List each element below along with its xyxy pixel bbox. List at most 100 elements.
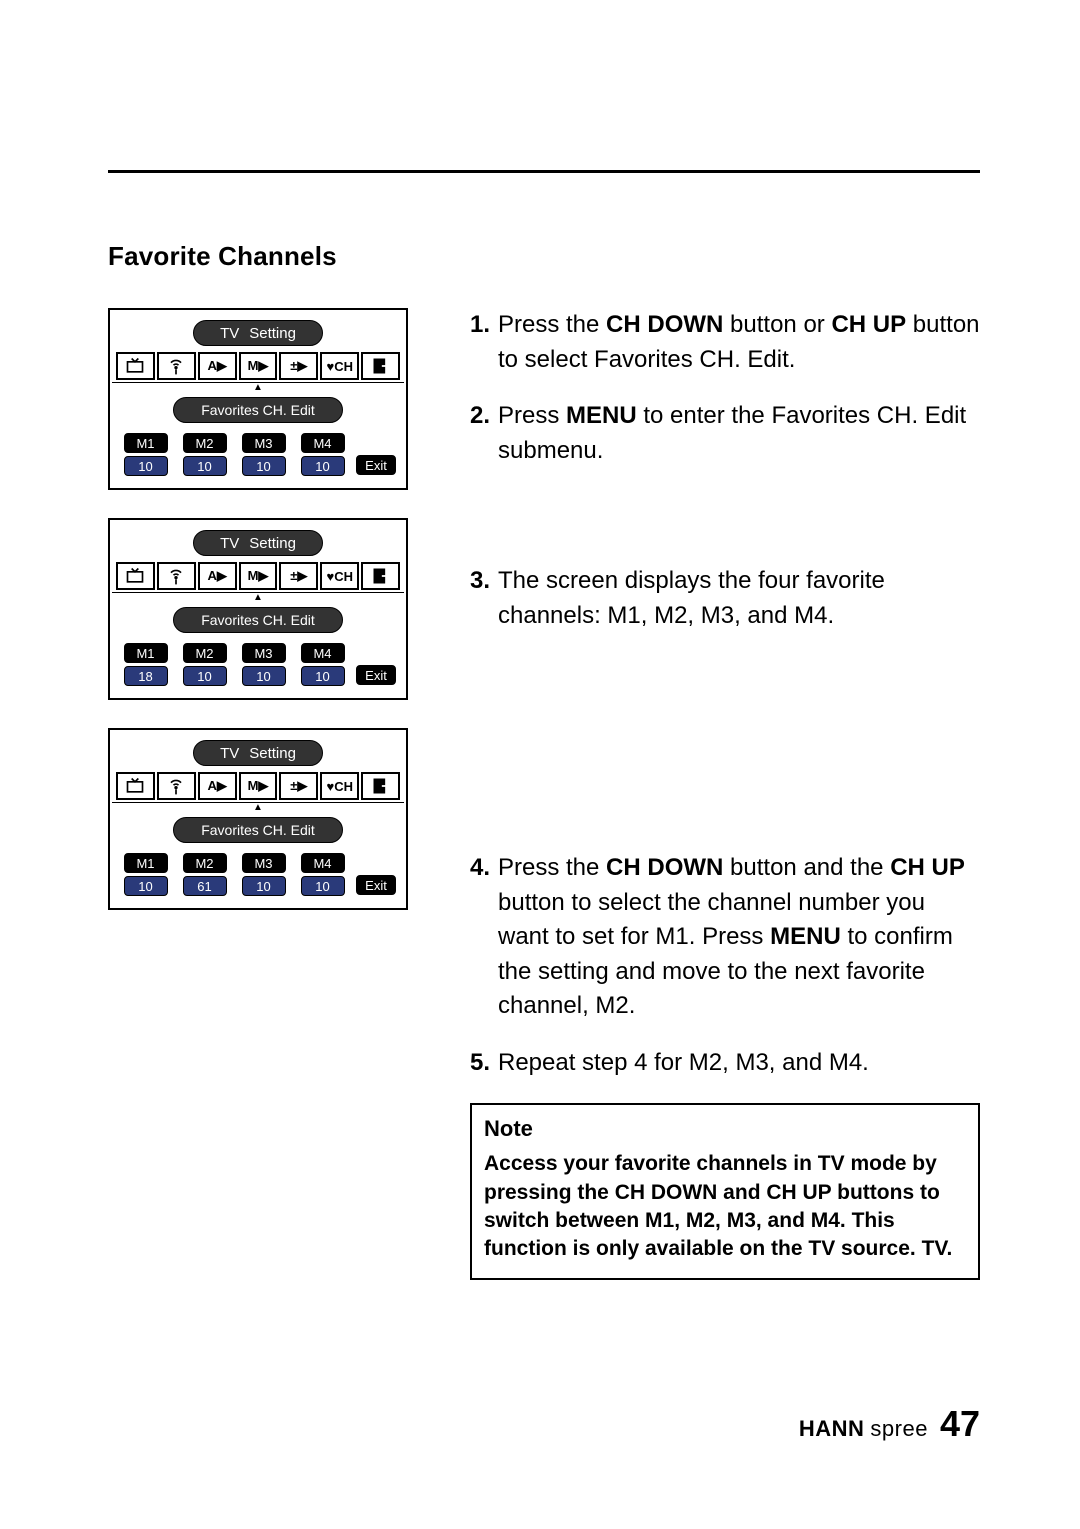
brand-light: spree <box>870 1416 928 1442</box>
menu-tab-5[interactable]: ♥CH <box>320 562 359 590</box>
menu-tab-2[interactable]: A▶ <box>198 352 237 380</box>
panel-title-pill: TVSetting <box>193 320 323 346</box>
menu-tab-0[interactable] <box>116 772 155 800</box>
submenu-label: Favorites CH. Edit <box>173 397 343 423</box>
brand-bold: HANN <box>799 1416 865 1442</box>
tv-settings-panel: TVSetting A▶M▶±▶♥CH ▲ Favorites CH. Edit… <box>108 518 408 700</box>
submenu-label: Favorites CH. Edit <box>173 607 343 633</box>
memory-label: M2 <box>183 853 227 873</box>
memory-slot-M4[interactable]: M4 10 <box>297 643 348 686</box>
memory-value: 10 <box>301 666 345 686</box>
tv-settings-panel: TVSetting A▶M▶±▶♥CH ▲ Favorites CH. Edit… <box>108 308 408 490</box>
memory-label: M1 <box>124 643 168 663</box>
note-title: Note <box>484 1113 966 1145</box>
menu-tab-5[interactable]: ♥CH <box>320 352 359 380</box>
menu-tab-4[interactable]: ±▶ <box>279 562 318 590</box>
memory-label: M2 <box>183 433 227 453</box>
page-number: 47 <box>940 1403 980 1445</box>
memory-value: 10 <box>242 456 286 476</box>
menu-tab-3[interactable]: M▶ <box>239 772 278 800</box>
memory-slot-M2[interactable]: M2 61 <box>179 853 230 896</box>
menu-tab-5[interactable]: ♥CH <box>320 772 359 800</box>
panel-title-pill: TVSetting <box>193 740 323 766</box>
memory-value: 10 <box>124 456 168 476</box>
page-footer: HANNspree 47 <box>799 1403 980 1445</box>
instruction-step: 2. Press MENU to enter the Favorites CH.… <box>470 399 980 468</box>
caret-indicator: ▲ <box>112 805 404 813</box>
memory-label: M4 <box>301 643 345 663</box>
menu-tab-6[interactable] <box>361 562 400 590</box>
memory-value: 61 <box>183 876 227 896</box>
instruction-step: 4. Press the CH DOWN button and the CH U… <box>470 851 980 1024</box>
step-text: The screen displays the four favorite ch… <box>498 564 980 633</box>
right-column: 1. Press the CH DOWN button or CH UP but… <box>470 308 980 1280</box>
memory-value: 10 <box>183 456 227 476</box>
memory-slot-M4[interactable]: M4 10 <box>297 433 348 476</box>
memory-value: 10 <box>242 666 286 686</box>
step-number: 4. <box>470 851 498 1024</box>
exit-button[interactable]: Exit <box>356 665 396 685</box>
memory-label: M3 <box>242 643 286 663</box>
menu-tab-4[interactable]: ±▶ <box>279 772 318 800</box>
menu-tab-0[interactable] <box>116 352 155 380</box>
note-body: Access your favorite channels in TV mode… <box>484 1150 966 1263</box>
memory-value: 10 <box>301 456 345 476</box>
step-text: Press MENU to enter the Favorites CH. Ed… <box>498 399 980 468</box>
memory-value: 18 <box>124 666 168 686</box>
left-column: TVSetting A▶M▶±▶♥CH ▲ Favorites CH. Edit… <box>108 308 428 1280</box>
step-number: 2. <box>470 399 498 468</box>
memory-slot-M4[interactable]: M4 10 <box>297 853 348 896</box>
memory-row: M1 10 M2 10 M3 10 M4 10 Exit <box>112 433 404 486</box>
tv-settings-panel: TVSetting A▶M▶±▶♥CH ▲ Favorites CH. Edit… <box>108 728 408 910</box>
menu-tab-1[interactable] <box>157 562 196 590</box>
menu-tab-4[interactable]: ±▶ <box>279 352 318 380</box>
memory-value: 10 <box>301 876 345 896</box>
horizontal-rule <box>108 170 980 173</box>
memory-label: M1 <box>124 433 168 453</box>
caret-indicator: ▲ <box>112 385 404 393</box>
memory-slot-M3[interactable]: M3 10 <box>238 853 289 896</box>
memory-slot-M3[interactable]: M3 10 <box>238 643 289 686</box>
menu-tab-2[interactable]: A▶ <box>198 772 237 800</box>
step-text: Repeat step 4 for M2, M3, and M4. <box>498 1046 980 1081</box>
memory-row: M1 10 M2 61 M3 10 M4 10 Exit <box>112 853 404 906</box>
menu-tab-2[interactable]: A▶ <box>198 562 237 590</box>
memory-label: M4 <box>301 853 345 873</box>
memory-row: M1 18 M2 10 M3 10 M4 10 Exit <box>112 643 404 696</box>
memory-label: M2 <box>183 643 227 663</box>
panel-title-pill: TVSetting <box>193 530 323 556</box>
exit-button[interactable]: Exit <box>356 875 396 895</box>
instruction-step: 1. Press the CH DOWN button or CH UP but… <box>470 308 980 377</box>
caret-indicator: ▲ <box>112 595 404 603</box>
memory-slot-M2[interactable]: M2 10 <box>179 433 230 476</box>
menu-tab-1[interactable] <box>157 352 196 380</box>
instruction-step: 3. The screen displays the four favorite… <box>470 564 980 633</box>
menu-tabs: A▶M▶±▶♥CH <box>112 352 404 383</box>
memory-value: 10 <box>242 876 286 896</box>
step-number: 1. <box>470 308 498 377</box>
memory-label: M1 <box>124 853 168 873</box>
memory-slot-M1[interactable]: M1 18 <box>120 643 171 686</box>
memory-value: 10 <box>183 666 227 686</box>
submenu-label: Favorites CH. Edit <box>173 817 343 843</box>
memory-label: M3 <box>242 433 286 453</box>
menu-tab-6[interactable] <box>361 352 400 380</box>
instruction-step: 5. Repeat step 4 for M2, M3, and M4. <box>470 1046 980 1081</box>
memory-slot-M3[interactable]: M3 10 <box>238 433 289 476</box>
menu-tabs: A▶M▶±▶♥CH <box>112 772 404 803</box>
note-box: Note Access your favorite channels in TV… <box>470 1103 980 1280</box>
memory-label: M4 <box>301 433 345 453</box>
exit-button[interactable]: Exit <box>356 455 396 475</box>
memory-label: M3 <box>242 853 286 873</box>
menu-tab-6[interactable] <box>361 772 400 800</box>
memory-slot-M1[interactable]: M1 10 <box>120 853 171 896</box>
memory-value: 10 <box>124 876 168 896</box>
menu-tab-3[interactable]: M▶ <box>239 352 278 380</box>
memory-slot-M1[interactable]: M1 10 <box>120 433 171 476</box>
section-title: Favorite Channels <box>108 241 980 272</box>
menu-tab-1[interactable] <box>157 772 196 800</box>
menu-tab-0[interactable] <box>116 562 155 590</box>
memory-slot-M2[interactable]: M2 10 <box>179 643 230 686</box>
menu-tab-3[interactable]: M▶ <box>239 562 278 590</box>
step-number: 5. <box>470 1046 498 1081</box>
